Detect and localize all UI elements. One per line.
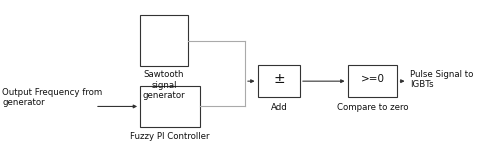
FancyBboxPatch shape xyxy=(348,65,398,97)
Text: Fuzzy PI Controller: Fuzzy PI Controller xyxy=(130,132,210,141)
Text: ±: ± xyxy=(273,72,285,86)
Text: Output Frequency from
generator: Output Frequency from generator xyxy=(2,88,103,107)
Text: Pulse Signal to
IGBTs: Pulse Signal to IGBTs xyxy=(410,70,474,89)
FancyBboxPatch shape xyxy=(140,86,200,127)
FancyBboxPatch shape xyxy=(258,65,300,97)
Text: Sawtooth
signal
generator: Sawtooth signal generator xyxy=(142,70,186,100)
Text: Compare to zero: Compare to zero xyxy=(337,103,408,112)
Text: Add: Add xyxy=(270,103,287,112)
FancyBboxPatch shape xyxy=(140,15,188,66)
Text: >=0: >=0 xyxy=(360,74,384,84)
